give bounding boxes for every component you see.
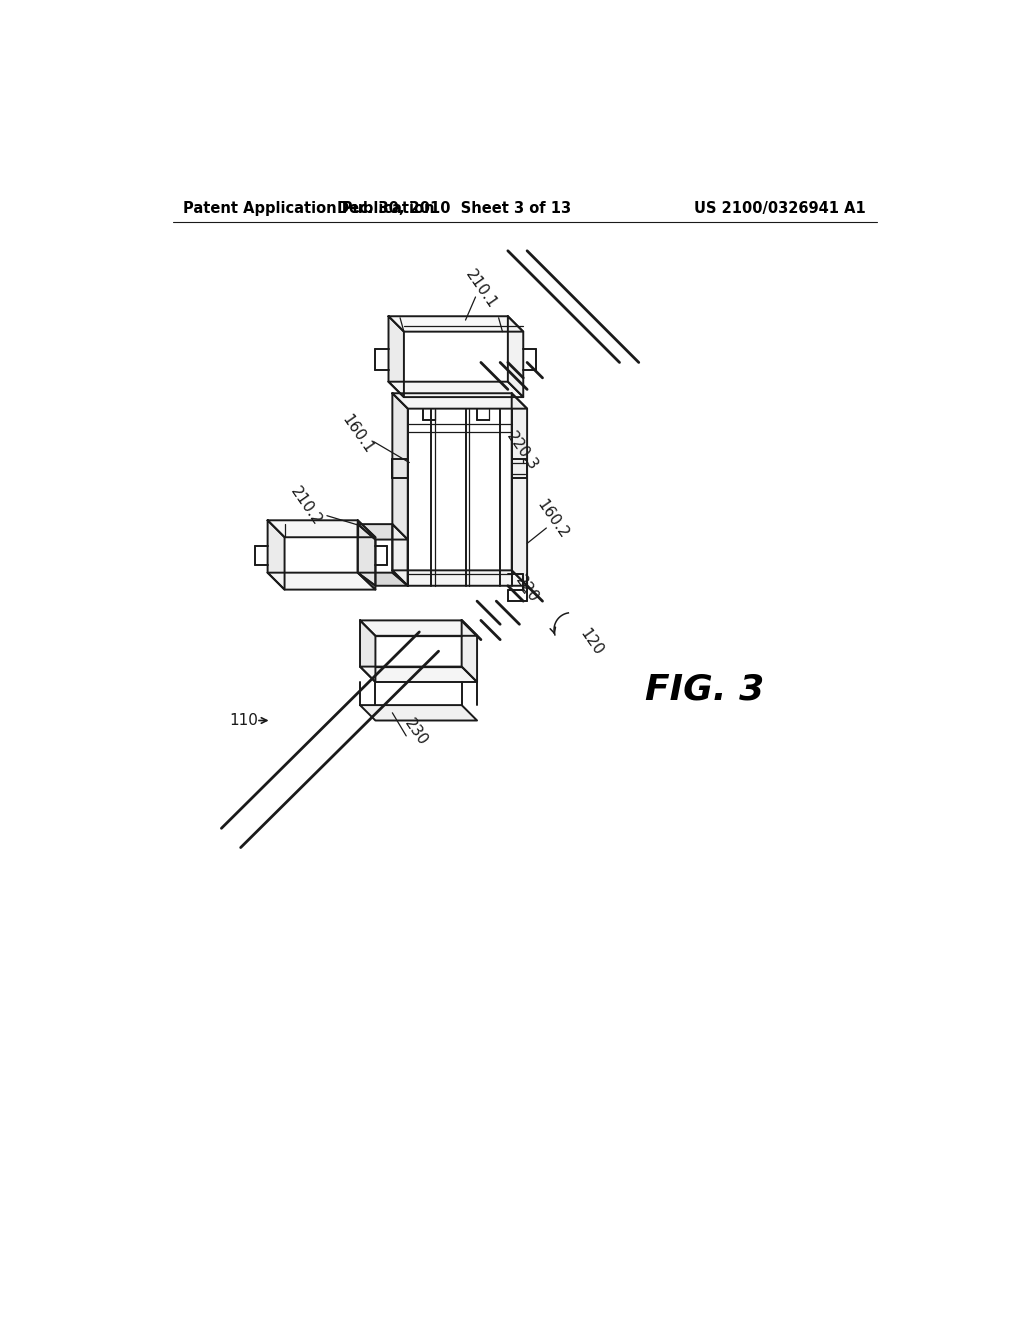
Polygon shape [392, 570, 527, 586]
Text: 210.1: 210.1 [462, 267, 500, 312]
Polygon shape [360, 667, 477, 682]
Polygon shape [357, 524, 376, 586]
Polygon shape [267, 520, 285, 590]
Polygon shape [360, 620, 376, 682]
Text: 110: 110 [229, 713, 258, 729]
Text: Patent Application Publication: Patent Application Publication [183, 201, 434, 216]
Polygon shape [360, 620, 477, 636]
Polygon shape [512, 393, 527, 586]
Text: 230: 230 [401, 715, 430, 748]
Text: 220.3: 220.3 [503, 429, 541, 473]
Polygon shape [392, 393, 408, 586]
Polygon shape [360, 705, 477, 721]
Polygon shape [392, 524, 408, 586]
Polygon shape [388, 317, 403, 397]
Polygon shape [267, 573, 376, 590]
Polygon shape [357, 573, 408, 586]
Polygon shape [357, 524, 408, 540]
Text: 120: 120 [577, 626, 605, 659]
Polygon shape [267, 520, 376, 537]
Polygon shape [357, 520, 376, 590]
Polygon shape [388, 317, 523, 331]
Text: FIG. 3: FIG. 3 [644, 673, 764, 706]
Polygon shape [388, 381, 523, 397]
Polygon shape [508, 317, 523, 397]
Text: US 2100/0326941 A1: US 2100/0326941 A1 [694, 201, 866, 216]
Text: 220: 220 [513, 573, 542, 606]
Polygon shape [462, 620, 477, 682]
Text: 210.2: 210.2 [288, 484, 325, 528]
Text: 160.2: 160.2 [534, 496, 571, 541]
Polygon shape [392, 393, 527, 409]
Text: Dec. 30, 2010  Sheet 3 of 13: Dec. 30, 2010 Sheet 3 of 13 [337, 201, 571, 216]
Text: 160.1: 160.1 [339, 412, 377, 457]
